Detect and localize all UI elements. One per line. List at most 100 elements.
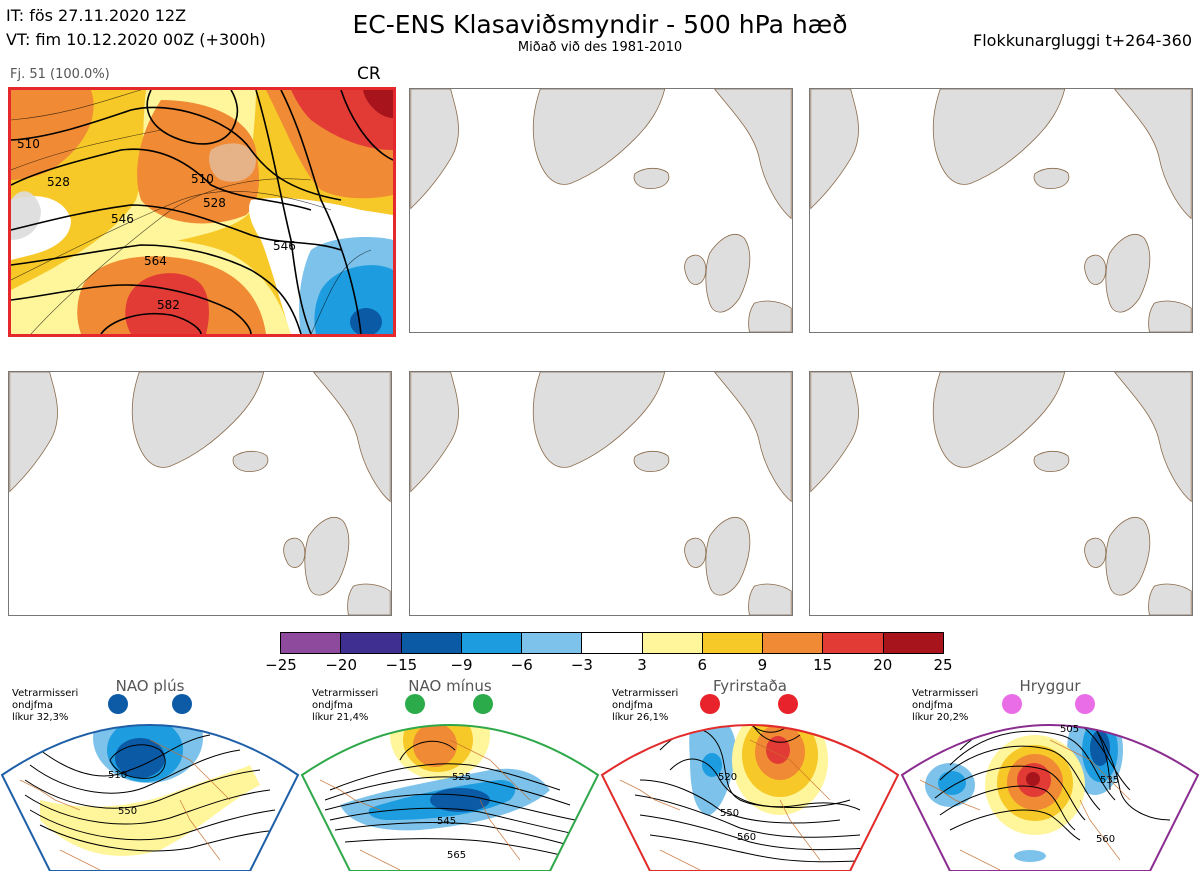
colorbar-tick-label: −3 (570, 656, 593, 674)
land-shape (748, 583, 792, 615)
contour-label-2: 528 (47, 175, 70, 189)
regime-meta: Vetrarmisseri ondjfma líkur 20,2% (912, 688, 979, 723)
colorbar-segment (341, 633, 402, 653)
land-shape (684, 537, 707, 568)
colorbar-tick-label: 20 (873, 656, 893, 674)
land-shape (1084, 537, 1107, 568)
colorbar-tick-label: −25 (265, 656, 297, 674)
contour-label-4: 564 (144, 254, 167, 268)
regime-map-svg: 525 545 565 (300, 694, 600, 872)
regime-ridge: Hryggur Vetrarmisseri ondjfma líkur 20,2% (900, 677, 1200, 872)
land-shape (347, 583, 391, 615)
regime-map-svg: 505 535 560 (900, 694, 1200, 872)
contour-label: 535 (1100, 775, 1119, 786)
colorbar-tick-label: 3 (637, 656, 647, 674)
contour-label: 520 (718, 772, 737, 783)
colorbar-segment (642, 633, 703, 653)
regime-nao-plus: NAO plús Vetrarmisseri ondjfma líkur 32,3% (0, 677, 300, 872)
land-shape (1105, 234, 1151, 313)
cluster-map-2 (409, 88, 793, 333)
land-shape (705, 234, 751, 313)
colorbar-segment (883, 633, 943, 653)
valid-time: VT: fim 10.12.2020 00Z (+300h) (6, 30, 266, 49)
contour-label: 510 (108, 770, 127, 781)
contour-label-1: 510 (17, 137, 40, 151)
contour-label-6: 510 (191, 172, 214, 186)
land-shape (633, 167, 670, 189)
colorbar-segment (702, 633, 764, 653)
regime-meta: Vetrarmisseri ondjfma líkur 32,3% (12, 688, 79, 723)
land-shape (1114, 89, 1192, 220)
cluster-map-1-svg: 510 528 546 564 582 510 528 546 (11, 90, 393, 334)
land-shape (932, 372, 1066, 468)
colorbar-segment (401, 633, 462, 653)
contour-label: 550 (720, 808, 739, 819)
page-subtitle: Miðað við des 1981-2010 (517, 40, 683, 55)
colorbar-tick-label: 25 (933, 656, 953, 674)
regime-title: Hryggur (1019, 677, 1081, 695)
land-shape (1033, 167, 1070, 189)
init-time: IT: fös 27.11.2020 12Z (6, 6, 187, 25)
contour-label-7: 528 (203, 196, 226, 210)
colorbar-tick-label: 6 (697, 656, 708, 674)
cluster-map-5-svg (410, 372, 792, 615)
land-shape (810, 372, 859, 493)
land-shape (714, 372, 792, 503)
land-shape (748, 300, 792, 332)
land-shape (532, 372, 666, 468)
regime-map-svg: 510 550 (0, 694, 300, 872)
colorbar-tick-label: 15 (813, 656, 833, 674)
cluster-map-2-svg (410, 89, 792, 332)
cluster-map-3 (809, 88, 1193, 333)
contour-label: 560 (737, 832, 756, 843)
colorbar-tick-label: −20 (325, 656, 357, 674)
class-label: CR (357, 64, 381, 84)
contour-label: 550 (118, 806, 137, 817)
land-shape (410, 372, 459, 493)
land-shape (131, 372, 265, 468)
cluster-map-4-svg (9, 372, 391, 615)
land-shape (705, 517, 751, 596)
land-shape (283, 537, 306, 568)
contour-label-5: 582 (157, 298, 180, 312)
colorbar-tick-label: 9 (757, 656, 768, 674)
contour-label: 545 (437, 816, 456, 827)
land-shape (532, 89, 666, 185)
cluster-map-1: 510 528 546 564 582 510 528 546 (8, 87, 396, 337)
regime-nao-minus: NAO mínus Vetrarmisseri ondjfma líkur 21,4… (300, 677, 600, 872)
colorbar-tick-label: −6 (510, 656, 533, 674)
contour-label-3: 546 (111, 212, 134, 226)
regime-title: NAO mínus (408, 677, 492, 695)
land-shape (1148, 300, 1192, 332)
colorbar-segment (281, 633, 342, 653)
land-shape (232, 450, 269, 472)
contour-label: 525 (452, 772, 471, 783)
page-title: EC-ENS Klasaviðsmyndir - 500 hPa hæð (352, 10, 848, 39)
contour-label-8: 546 (273, 239, 296, 253)
cluster-map-3-svg (810, 89, 1192, 332)
land-shape (313, 372, 391, 503)
colorbar-tick-label: −15 (385, 656, 418, 674)
colorbar-segment (582, 633, 643, 653)
member-count-label: Fj. 51 (100.0%) (10, 67, 110, 82)
land-shape (1148, 583, 1192, 615)
cluster-map-6-svg (810, 372, 1192, 615)
regime-title: Fyrirstaða (713, 677, 787, 695)
land-shape (810, 89, 859, 210)
cluster-map-5 (409, 371, 793, 616)
colorbar (280, 632, 944, 654)
colorbar-segment (763, 633, 824, 653)
land-shape (714, 89, 792, 220)
window-label: Flokkunargluggi t+264-360 (973, 31, 1192, 50)
colorbar-segment (522, 633, 583, 653)
regime-meta: Vetrarmisseri ondjfma líkur 26,1% (612, 688, 679, 723)
regime-meta: Vetrarmisseri ondjfma líkur 21,4% (312, 688, 379, 723)
regime-blocking: Fyrirstaða Vetrarmisseri ondjfma líkur 26,… (600, 677, 900, 872)
land-shape (1084, 254, 1107, 285)
land-shape (304, 517, 350, 596)
regime-title: NAO plús (115, 677, 185, 695)
contour-label: 565 (447, 850, 466, 861)
cluster-map-4 (8, 371, 392, 616)
land-shape (684, 254, 707, 285)
colorbar-segment (823, 633, 884, 653)
